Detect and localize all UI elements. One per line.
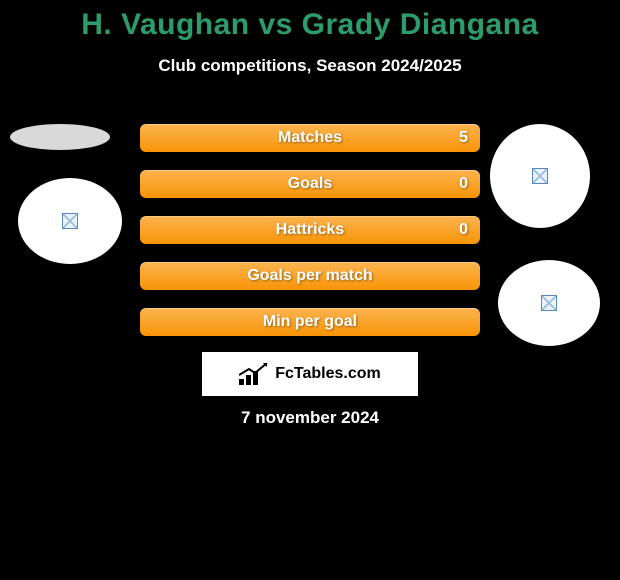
stat-label: Goals xyxy=(140,170,480,198)
stat-label: Goals per match xyxy=(140,262,480,290)
placeholder-icon xyxy=(532,168,548,184)
player-right-avatar-1 xyxy=(490,124,590,228)
player-left-avatar xyxy=(18,178,122,264)
stat-value: 0 xyxy=(459,170,468,198)
stat-value: 5 xyxy=(459,124,468,152)
stat-label: Matches xyxy=(140,124,480,152)
stat-row: Matches 5 xyxy=(140,124,480,152)
page-title: H. Vaughan vs Grady Diangana xyxy=(0,0,620,42)
placeholder-icon xyxy=(62,213,78,229)
player-left-shadow xyxy=(10,124,110,150)
date-text: 7 november 2024 xyxy=(0,408,620,428)
logo-text: FcTables.com xyxy=(275,365,381,383)
bar-arrow-icon xyxy=(239,363,269,385)
stat-row: Min per goal xyxy=(140,308,480,336)
stat-rows: Matches 5 Goals 0 Hattricks 0 Goals per … xyxy=(140,124,480,354)
subtitle: Club competitions, Season 2024/2025 xyxy=(0,56,620,76)
stat-label: Hattricks xyxy=(140,216,480,244)
stat-row: Hattricks 0 xyxy=(140,216,480,244)
stat-row: Goals 0 xyxy=(140,170,480,198)
stat-value: 0 xyxy=(459,216,468,244)
stat-row: Goals per match xyxy=(140,262,480,290)
player-right-avatar-2 xyxy=(498,260,600,346)
logo: FcTables.com xyxy=(202,352,418,396)
stat-label: Min per goal xyxy=(140,308,480,336)
placeholder-icon xyxy=(541,295,557,311)
